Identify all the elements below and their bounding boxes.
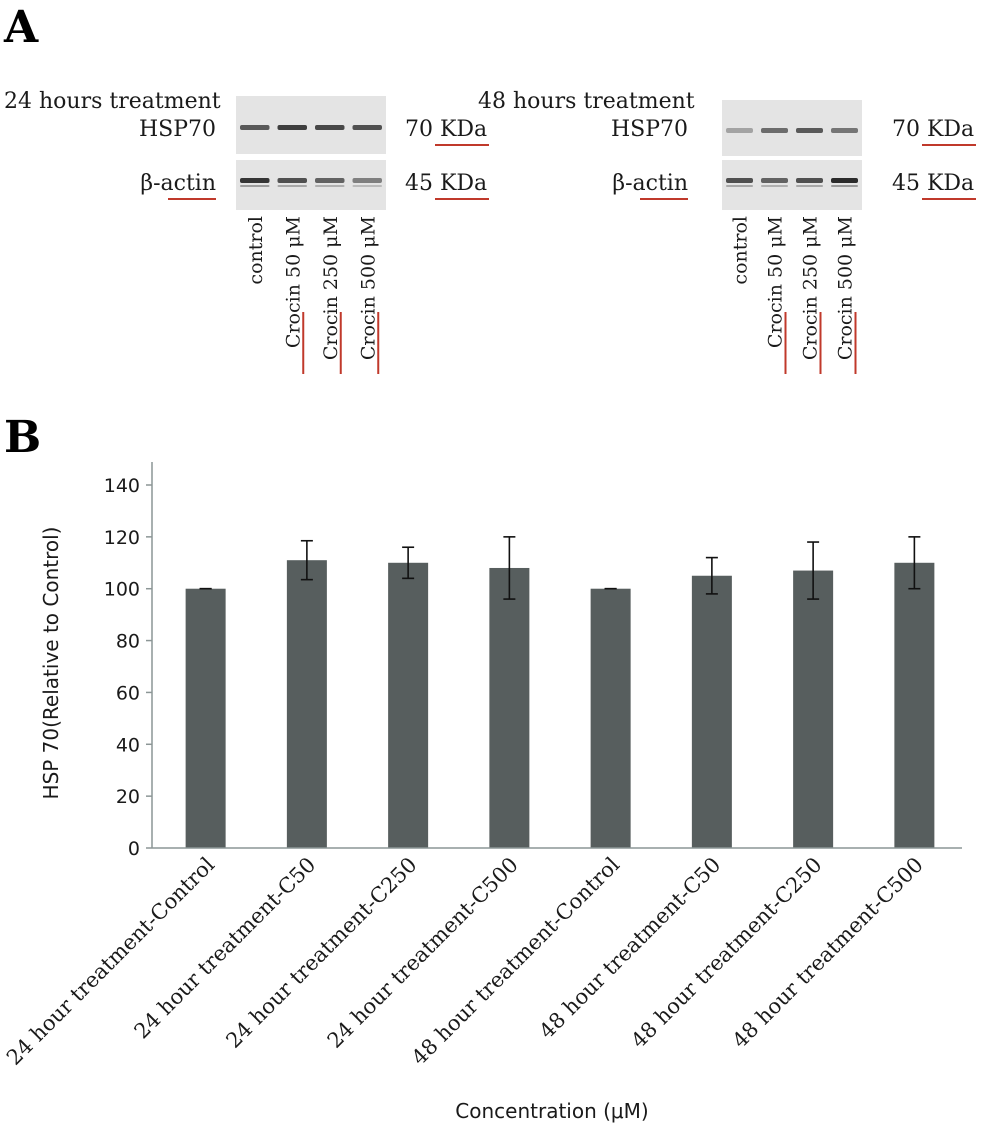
y-tick-label: 140 xyxy=(104,475,140,497)
hsp70-label: HSP70 xyxy=(139,117,216,142)
blot-band xyxy=(726,128,753,133)
bar xyxy=(388,562,429,848)
hsp70-size: 70 KDa xyxy=(892,117,974,142)
lane-label: Crocin 250 μM xyxy=(800,216,822,360)
lane-label: Crocin 50 μM xyxy=(765,216,787,348)
blot-band xyxy=(315,178,345,183)
blot-title: 48 hours treatment xyxy=(478,89,695,114)
y-tick-label: 40 xyxy=(116,734,140,756)
blot-band xyxy=(315,125,345,130)
blot-band xyxy=(831,128,858,133)
blot-band xyxy=(796,128,823,133)
error-bar xyxy=(705,556,718,595)
y-tick-label: 60 xyxy=(116,682,140,704)
blot-band-faint xyxy=(352,185,382,187)
lane-label: Crocin 50 μM xyxy=(282,216,304,348)
blot-band xyxy=(761,128,788,133)
y-tick-label: 120 xyxy=(104,527,140,549)
western-blot-panels: 24 hours treatment HSP70 70 KDa β-actin 45 K… xyxy=(4,89,976,374)
blot-band-faint xyxy=(831,185,858,187)
y-tick-label: 0 xyxy=(128,838,140,860)
bar-chart: 0 20 40 60 80 100 120 140 24 hour treatment-Con… xyxy=(2,462,962,1123)
blot-band-faint xyxy=(796,185,823,187)
blot-band xyxy=(240,178,270,183)
hsp70-blot xyxy=(722,100,862,156)
beta-actin-label: β-actin xyxy=(612,171,688,196)
y-tick-label: 80 xyxy=(116,631,140,653)
y-tick-label: 100 xyxy=(104,579,140,601)
bar xyxy=(793,570,834,848)
blot-band xyxy=(352,125,382,130)
x-category-label: 24 hour treatment-C250 xyxy=(221,853,421,1053)
error-bar xyxy=(402,546,415,580)
hsp70-blot xyxy=(236,96,386,154)
x-category-label: 48 hour treatment-C500 xyxy=(728,853,928,1053)
blot-band-faint xyxy=(761,185,788,187)
x-category-label: 24 hour treatment-C500 xyxy=(323,853,523,1053)
y-axis-ticks: 0 20 40 60 80 100 120 140 xyxy=(104,475,152,860)
blot-band xyxy=(352,178,382,183)
lane-label: control xyxy=(245,216,267,285)
blot-title: 24 hours treatment xyxy=(4,89,221,114)
bar xyxy=(489,567,530,848)
beta-actin-size: 45 KDa xyxy=(892,171,974,196)
panel-b-letter: B xyxy=(4,412,41,463)
blot-band xyxy=(277,125,307,130)
hsp70-size: 70 KDa xyxy=(405,117,487,142)
blot-membrane xyxy=(236,160,386,210)
error-bar xyxy=(908,536,921,590)
panel-a-letter: A xyxy=(3,2,39,53)
bars xyxy=(185,560,935,848)
hsp70-label: HSP70 xyxy=(611,117,688,142)
blot-band-faint xyxy=(277,185,307,187)
blot-membrane xyxy=(722,160,862,210)
blot-band xyxy=(796,178,823,183)
error-bars xyxy=(199,536,921,600)
x-category-label: 24 hour treatment-Control xyxy=(2,852,219,1069)
blot-band xyxy=(761,178,788,183)
bar xyxy=(590,588,631,848)
blot-band xyxy=(240,125,270,130)
x-category-label: 24 hour treatment-C50 xyxy=(130,853,321,1044)
lane-label: Crocin 500 μM xyxy=(835,216,857,360)
lane-label: Crocin 500 μM xyxy=(357,216,379,360)
x-axis-title: Concentration (μM) xyxy=(455,1099,648,1123)
bar xyxy=(185,588,226,848)
x-category-label: 48 hour treatment-C250 xyxy=(626,853,826,1053)
lane-label: control xyxy=(730,216,752,285)
blot-band xyxy=(831,178,858,183)
blot-band xyxy=(726,178,753,183)
blot-band xyxy=(277,178,307,183)
blot-band-faint xyxy=(240,185,270,187)
error-bar xyxy=(807,541,820,600)
beta-actin-blot xyxy=(722,160,862,210)
bar xyxy=(894,562,935,848)
x-category-label: 48 hour treatment-C50 xyxy=(535,853,726,1044)
blot-band-faint xyxy=(315,185,345,187)
error-bar xyxy=(503,536,516,600)
lane-label: Crocin 250 μM xyxy=(320,216,342,360)
beta-actin-blot xyxy=(236,160,386,210)
blot-band-faint xyxy=(726,185,753,187)
bar xyxy=(286,560,327,848)
beta-actin-label: β-actin xyxy=(140,171,216,196)
y-tick-label: 20 xyxy=(116,786,140,808)
bar xyxy=(691,575,732,848)
x-category-label: 48 hour treatment-Control xyxy=(407,852,624,1069)
beta-actin-size: 45 KDa xyxy=(405,171,487,196)
y-axis-title: HSP 70(Relative to Control) xyxy=(39,527,63,800)
error-bar xyxy=(300,539,313,581)
